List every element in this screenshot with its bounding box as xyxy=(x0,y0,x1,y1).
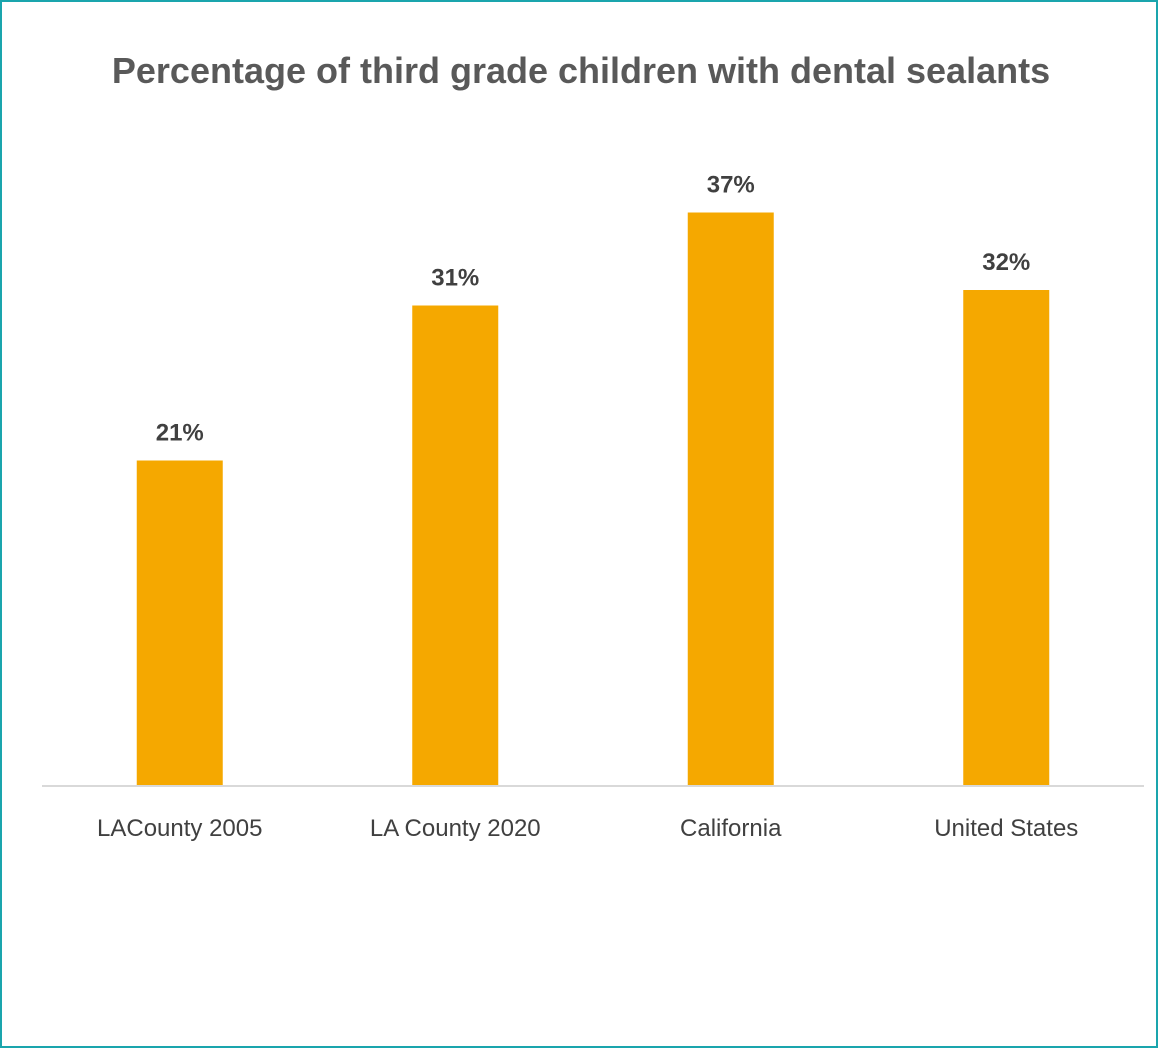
data-label: 32% xyxy=(982,249,1030,276)
category-label: LACounty 2005 xyxy=(97,815,262,842)
data-label: 37% xyxy=(707,172,755,199)
chart-title: Percentage of third grade children with … xyxy=(111,50,1051,91)
bar xyxy=(136,460,223,786)
bar xyxy=(412,305,499,786)
category-label: United States xyxy=(934,815,1078,842)
category-label: California xyxy=(680,815,782,842)
data-label: 21% xyxy=(156,420,204,447)
data-label: 31% xyxy=(431,265,479,292)
category-label: LA County 2020 xyxy=(370,815,541,842)
bar xyxy=(687,212,774,786)
labels-group: 21% LACounty 2005 31% LA County 2020 37% Cali… xyxy=(97,172,1078,843)
bars-group xyxy=(136,212,1050,786)
bar xyxy=(963,290,1050,786)
